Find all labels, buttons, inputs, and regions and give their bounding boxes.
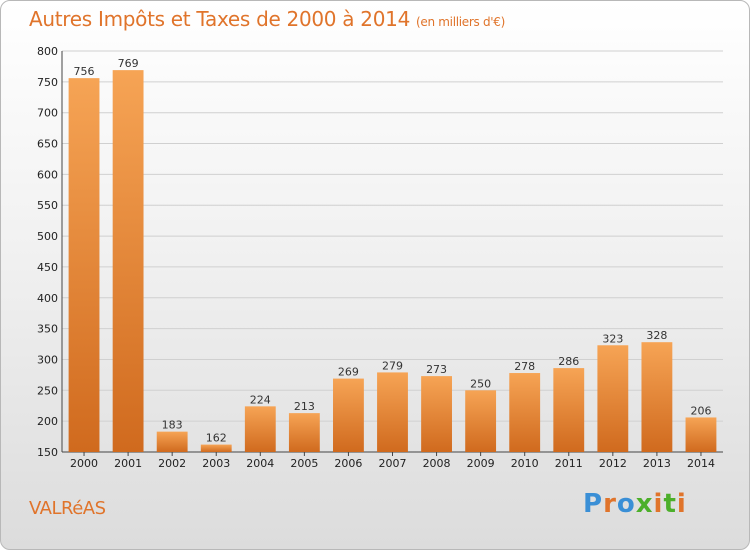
bar [597,345,629,452]
data-label: 286 [558,355,579,368]
data-label: 162 [206,432,227,445]
data-label: 328 [646,329,667,342]
bar [685,417,717,452]
x-tick-label: 2007 [379,457,407,470]
y-tick-label: 350 [37,323,58,336]
x-tick-label: 2002 [158,457,186,470]
x-tick-label: 2008 [423,457,451,470]
x-tick-label: 2000 [70,457,98,470]
data-label: 769 [118,57,139,70]
data-label: 224 [250,393,271,406]
town-name: VALRéAS [29,498,106,519]
chart-subtitle: (en milliers d'€) [416,15,506,29]
bar [553,368,585,452]
x-tick-label: 2014 [687,457,715,470]
x-tick-label: 2012 [599,457,627,470]
data-label: 279 [382,359,403,372]
x-tick-label: 2006 [334,457,362,470]
y-tick-label: 250 [37,384,58,397]
y-tick-label: 700 [37,107,58,120]
y-tick-label: 200 [37,415,58,428]
data-label: 756 [74,65,95,78]
logo-letter: r [603,489,617,519]
bar [421,376,452,452]
bar [377,372,408,452]
bars: 756 769 183 162 224 213 269 279 273 250 278 286 323 3… [68,57,717,452]
bar [465,390,497,452]
x-tick-label: 2005 [290,457,318,470]
x-tick-label: 2011 [555,457,583,470]
y-tick-label: 550 [37,199,58,212]
y-tick-label: 150 [37,446,58,459]
y-tick-label: 400 [37,292,58,305]
bar [68,78,100,452]
bar [156,431,188,452]
chart-title: Autres Impôts et Taxes de 2000 à 2014 (en… [29,7,505,31]
y-tick-label: 300 [37,353,58,366]
x-tick-label: 2003 [202,457,230,470]
logo-letter: i [676,489,687,519]
chart-title-text: Autres Impôts et Taxes de 2000 à 2014 [29,7,410,31]
y-tick-label: 600 [37,168,58,181]
y-tick-label: 650 [37,138,58,151]
y-axis: 150 200 250 300 350 400 450 500 550 600 650 700 750 8… [37,45,723,459]
data-label: 213 [294,400,315,413]
data-label: 269 [338,366,359,379]
bar [112,70,144,452]
y-tick-label: 500 [37,230,58,243]
data-label: 183 [162,419,183,432]
x-tick-label: 2001 [114,457,142,470]
bar [333,378,364,452]
logo-letter: i [653,489,664,519]
logo-letter: x [635,489,654,519]
logo-letter: o [616,489,636,519]
x-tick-label: 2004 [246,457,274,470]
data-label: 278 [514,360,535,373]
x-tick-label: 2013 [643,457,671,470]
data-label: 250 [470,377,491,390]
y-tick-label: 800 [37,45,58,58]
data-label: 206 [690,404,711,417]
x-tick-label: 2009 [467,457,495,470]
bar [288,413,320,452]
x-tick-label: 2010 [511,457,539,470]
x-axis-labels: 2000 2001 2002 2003 2004 2005 2006 2007 2008 2009… [70,452,715,470]
bar [641,342,673,452]
y-tick-label: 450 [37,261,58,274]
bar [200,444,232,452]
proxiti-logo[interactable]: Proxiti [583,489,687,519]
bar [244,406,276,452]
data-label: 273 [426,363,447,376]
y-tick-label: 750 [37,76,58,89]
bar [509,373,541,452]
logo-letter: P [583,489,604,519]
logo-letter: t [663,489,677,519]
data-label: 323 [602,332,623,345]
